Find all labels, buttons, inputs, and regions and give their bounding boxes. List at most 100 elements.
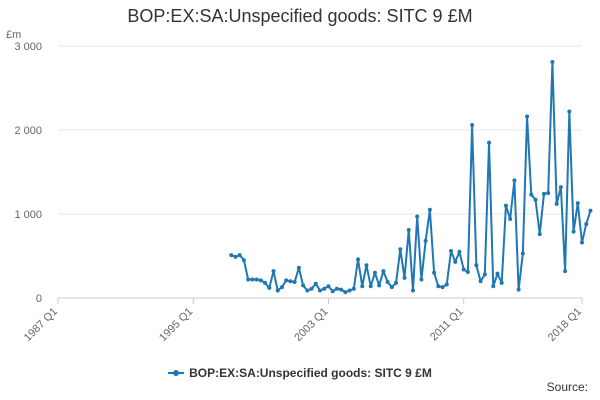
data-point[interactable] (267, 285, 272, 290)
data-point[interactable] (279, 285, 284, 290)
data-point[interactable] (427, 207, 432, 212)
x-tick-label: 2018 Q1 (546, 306, 584, 344)
data-point[interactable] (563, 269, 568, 274)
data-point[interactable] (368, 284, 373, 289)
data-point[interactable] (284, 278, 289, 283)
data-point[interactable] (296, 265, 301, 270)
x-tick-label: 1995 Q1 (157, 306, 195, 344)
data-point[interactable] (436, 284, 441, 289)
data-point[interactable] (233, 254, 238, 259)
data-point[interactable] (313, 281, 318, 286)
data-point[interactable] (343, 290, 348, 295)
x-axis: 1987 Q1 1995 Q1 2003 Q1 2011 Q1 2018 Q1 (22, 298, 584, 344)
data-point[interactable] (246, 277, 251, 282)
data-point[interactable] (449, 248, 453, 253)
data-point[interactable] (288, 279, 293, 284)
data-point[interactable] (292, 280, 297, 285)
y-tick-label: 0 (36, 293, 42, 305)
data-point[interactable] (423, 238, 428, 243)
data-point[interactable] (453, 259, 458, 264)
data-point[interactable] (326, 284, 331, 289)
data-point[interactable] (474, 263, 479, 268)
data-point[interactable] (432, 270, 437, 275)
data-point[interactable] (550, 59, 555, 64)
legend-label: BOP:EX:SA:Unspecified goods: SITC 9 £M (189, 366, 432, 380)
data-point[interactable] (305, 288, 310, 293)
y-axis-ticks: 0 1 000 2 000 3 000 (14, 41, 42, 305)
data-point[interactable] (415, 214, 420, 219)
data-point[interactable] (372, 270, 377, 275)
data-point[interactable] (351, 286, 356, 291)
data-point[interactable] (364, 263, 369, 268)
data-point[interactable] (584, 222, 589, 227)
data-point[interactable] (271, 269, 276, 274)
data-point[interactable] (330, 289, 335, 294)
data-point[interactable] (516, 287, 521, 292)
data-point[interactable] (525, 114, 530, 119)
y-tick-label: 1 000 (14, 209, 42, 221)
data-point[interactable] (241, 258, 246, 263)
data-point[interactable] (512, 178, 517, 183)
data-point[interactable] (478, 279, 483, 284)
data-point[interactable] (503, 203, 508, 208)
series-group (229, 59, 593, 295)
data-point[interactable] (580, 240, 584, 245)
data-point[interactable] (440, 285, 445, 290)
data-point[interactable] (419, 277, 424, 282)
data-point[interactable] (258, 278, 263, 283)
data-point[interactable] (398, 247, 403, 252)
data-point[interactable] (309, 286, 314, 291)
data-point[interactable] (339, 287, 344, 292)
data-point[interactable] (537, 232, 542, 237)
data-point[interactable] (508, 217, 513, 222)
data-point[interactable] (499, 280, 504, 285)
data-point[interactable] (381, 269, 386, 274)
data-point[interactable] (546, 191, 551, 195)
data-point[interactable] (491, 284, 496, 289)
data-point[interactable] (263, 280, 268, 285)
data-point[interactable] (389, 285, 394, 290)
data-point[interactable] (470, 122, 475, 127)
y-axis-unit-label: £m (6, 29, 21, 41)
data-point[interactable] (385, 280, 390, 285)
data-point[interactable] (237, 253, 242, 258)
data-point[interactable] (334, 286, 339, 291)
data-point[interactable] (461, 267, 466, 272)
data-point[interactable] (558, 185, 563, 190)
data-point[interactable] (529, 192, 534, 197)
data-point[interactable] (275, 288, 280, 293)
x-tick-label: 2011 Q1 (428, 306, 466, 344)
legend[interactable]: BOP:EX:SA:Unspecified goods: SITC 9 £M (0, 366, 600, 380)
y-tick-label: 3 000 (14, 41, 42, 53)
data-point[interactable] (554, 201, 559, 206)
data-point[interactable] (229, 253, 234, 258)
data-point[interactable] (250, 277, 255, 282)
data-point[interactable] (347, 288, 352, 293)
data-point[interactable] (394, 280, 399, 285)
data-point[interactable] (520, 251, 525, 256)
data-point[interactable] (567, 109, 572, 114)
data-point[interactable] (406, 227, 411, 232)
data-point[interactable] (301, 283, 306, 288)
data-point[interactable] (457, 249, 462, 254)
data-point[interactable] (410, 288, 415, 293)
data-point[interactable] (254, 277, 259, 282)
data-point[interactable] (575, 201, 580, 206)
data-point[interactable] (444, 282, 449, 287)
data-point[interactable] (571, 229, 576, 234)
data-point[interactable] (487, 140, 492, 145)
data-point[interactable] (588, 208, 593, 213)
data-point[interactable] (377, 283, 382, 288)
data-point[interactable] (541, 191, 546, 196)
data-point[interactable] (533, 197, 538, 202)
data-point[interactable] (318, 288, 322, 293)
data-point[interactable] (356, 257, 361, 262)
y-tick-label: 2 000 (14, 125, 42, 137)
data-point[interactable] (322, 286, 327, 291)
data-point[interactable] (495, 271, 500, 276)
data-point[interactable] (465, 269, 470, 274)
data-point[interactable] (402, 275, 407, 280)
data-point[interactable] (360, 284, 365, 289)
data-point[interactable] (482, 272, 487, 277)
